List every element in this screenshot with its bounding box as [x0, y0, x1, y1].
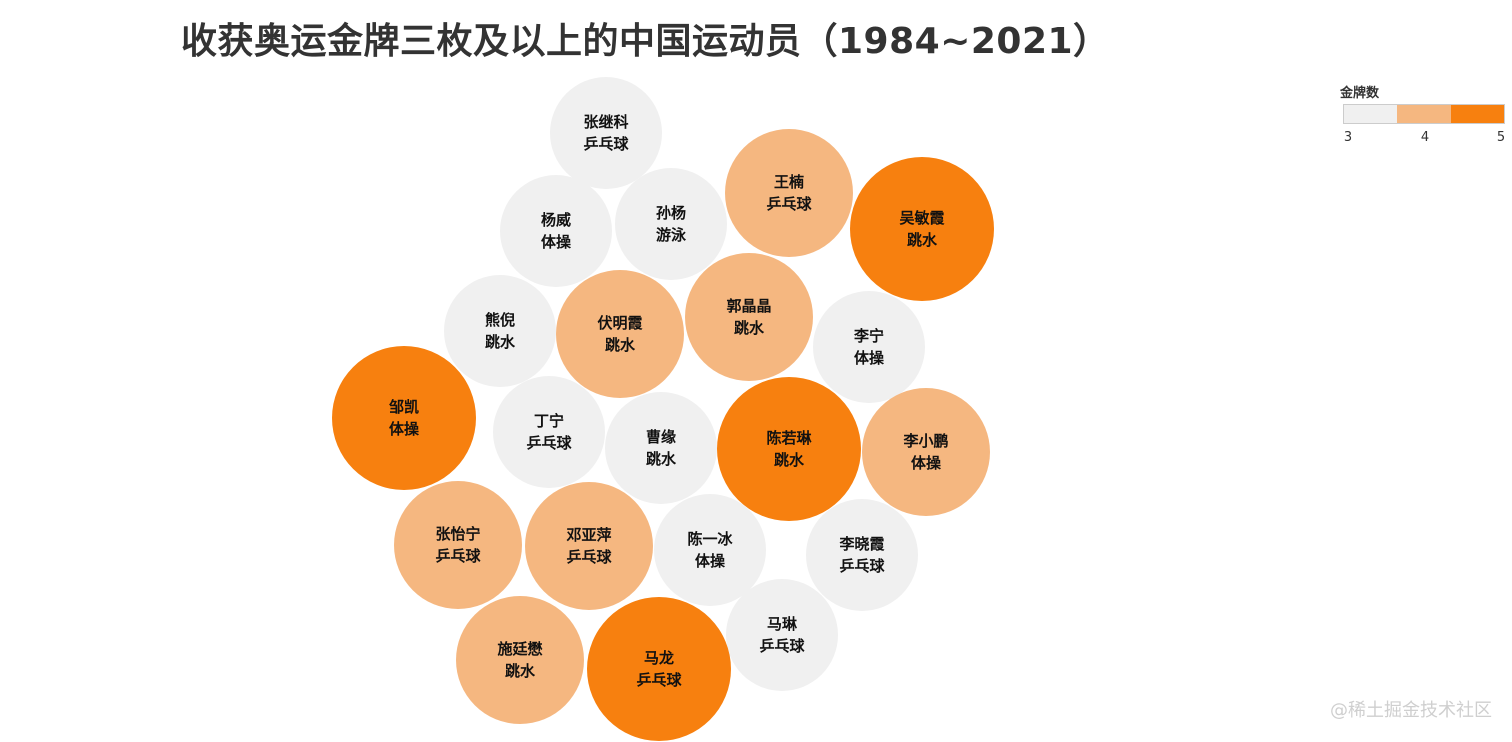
bubble-name-label: 李小鹏 [902, 432, 948, 450]
bubble-name-label: 施廷懋 [497, 640, 542, 658]
bubble-circle [862, 388, 990, 516]
legend-tick-5: 5 [1496, 130, 1506, 145]
bubble-name-label: 熊倪 [485, 311, 515, 329]
bubble-name-label: 邹凯 [388, 398, 419, 416]
bubble-circle [587, 597, 731, 741]
legend-color-bar [1343, 104, 1505, 124]
bubble-name-label: 吴敏霞 [899, 209, 945, 227]
bubble-circle [556, 270, 684, 398]
bubble-name-label: 陈一冰 [687, 530, 733, 548]
bubble-sport-label: 乒乓球 [636, 671, 682, 689]
legend-tick-4: 4 [1420, 130, 1430, 145]
bubble-name-label: 张继科 [583, 113, 628, 131]
bubble-name-label: 李宁 [853, 327, 884, 345]
bubble-sport-label: 体操 [911, 454, 942, 472]
bubble-circle [850, 157, 994, 301]
bubble-sport-label: 跳水 [605, 336, 636, 354]
bubble-circle [444, 275, 556, 387]
bubble-sport-label: 乒乓球 [566, 548, 612, 566]
bubble-sport-label: 跳水 [646, 450, 677, 468]
bubble-name-label: 丁宁 [534, 412, 564, 430]
bubble-name-label: 李晓霞 [838, 535, 885, 553]
bubble-name-label: 曹缘 [646, 428, 676, 446]
bubble-sport-label: 乒乓球 [583, 135, 629, 153]
bubble-sport-label: 乒乓球 [435, 547, 481, 565]
color-legend: 金牌数 3 4 5 [1338, 82, 1508, 152]
bubble-sport-label: 体操 [695, 552, 726, 570]
bubble-name-label: 马龙 [644, 649, 674, 667]
bubble-circle [550, 77, 662, 189]
bubble-circle [493, 376, 605, 488]
bubble-circle [813, 291, 925, 403]
bubble-sport-label: 跳水 [907, 231, 938, 249]
bubble-circle [500, 175, 612, 287]
bubble-sport-label: 体操 [854, 349, 885, 367]
bubble-circle [717, 377, 861, 521]
bubble-sport-label: 乒乓球 [526, 434, 572, 452]
bubble-sport-label: 乒乓球 [766, 195, 812, 213]
legend-swatch-5 [1450, 105, 1504, 123]
watermark: @稀土掘金技术社区 [1330, 700, 1492, 721]
bubble-circle [605, 392, 717, 504]
bubble-sport-label: 跳水 [485, 333, 516, 351]
bubble-sport-label: 乒乓球 [759, 637, 805, 655]
chart-title: 收获奥运金牌三枚及以上的中国运动员（1984~2021） [181, 21, 1110, 62]
bubble-name-label: 孙杨 [656, 204, 686, 222]
bubble-circle [806, 499, 918, 611]
bubble-name-label: 陈若琳 [766, 429, 812, 447]
bubble-sport-label: 游泳 [656, 226, 687, 244]
bubble-circle [725, 129, 853, 257]
bubble-circle [525, 482, 653, 610]
bubble-name-label: 伏明霞 [597, 314, 643, 332]
legend-tick-3: 3 [1343, 130, 1353, 145]
bubble-sport-label: 体操 [389, 420, 420, 438]
bubble-circle [685, 253, 813, 381]
bubble-circle [654, 494, 766, 606]
bubble-name-label: 马琳 [767, 615, 798, 633]
bubble-sport-label: 跳水 [734, 319, 765, 337]
legend-swatch-3 [1344, 105, 1398, 123]
bubble-name-label: 邓亚萍 [566, 526, 611, 544]
bubble-circle [615, 168, 727, 280]
bubble-circle [726, 579, 838, 691]
bubble-sport-label: 乒乓球 [839, 557, 885, 575]
bubble-circle [394, 481, 522, 609]
bubble-circle [332, 346, 476, 490]
legend-swatch-4 [1397, 105, 1451, 123]
bubble-name-label: 郭晶晶 [726, 297, 771, 315]
legend-title: 金牌数 [1340, 86, 1380, 101]
bubble-sport-label: 跳水 [505, 662, 536, 680]
bubble-circle [456, 596, 584, 724]
bubble-sport-label: 体操 [541, 233, 572, 251]
bubble-sport-label: 跳水 [774, 451, 805, 469]
bubble-name-label: 王楠 [774, 173, 804, 191]
bubble-name-label: 杨威 [541, 211, 571, 229]
bubble-name-label: 张怡宁 [435, 525, 480, 543]
